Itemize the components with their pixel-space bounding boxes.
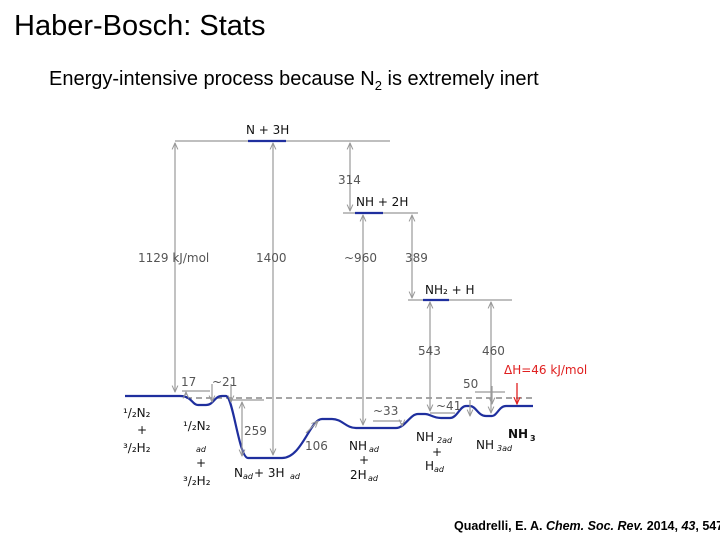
- species-three-half-h2-b: ³/₂H₂: [183, 474, 211, 488]
- citation-pages: 547.: [702, 519, 720, 533]
- subtitle-prefix: Energy-intensive process because N: [49, 68, 375, 90]
- species-nh2-h: NH₂ + H: [425, 283, 475, 297]
- page-title: Haber-Bosch: Stats: [14, 10, 266, 42]
- species-ad-sub-3: ad: [290, 472, 301, 481]
- label-21: ~21: [212, 375, 237, 389]
- species-ad-sub-2: ad: [243, 472, 254, 481]
- species-ad-sub-1: ad: [196, 445, 207, 454]
- species-ad-sub-6: ad: [434, 465, 445, 474]
- citation-volume: 43: [681, 519, 696, 533]
- label-33: ~33: [373, 404, 398, 418]
- species-nh3: NH: [508, 427, 528, 441]
- label-389: 389: [405, 251, 428, 265]
- species-plus-1: +: [137, 423, 147, 437]
- label-1129: 1129 kJ/mol: [138, 251, 209, 265]
- citation-year: 2014: [646, 519, 675, 533]
- species-three-half-h2: ³/₂H₂: [123, 441, 151, 455]
- subtitle-suffix: is extremely inert: [381, 68, 539, 90]
- species-nh-2h: NH + 2H: [356, 195, 408, 209]
- label-259: 259: [244, 424, 267, 438]
- species-h-ad: H: [425, 459, 434, 473]
- energy-arrows: [175, 143, 492, 456]
- label-314: 314: [338, 173, 361, 187]
- label-17: 17: [181, 375, 196, 389]
- species-plus-4: +: [432, 445, 442, 459]
- species-ad-sub-4: ad: [369, 445, 380, 454]
- label-41: ~41: [436, 399, 461, 413]
- citation-journal: Chem. Soc. Rev.: [545, 519, 644, 533]
- label-1400: 1400: [256, 251, 287, 265]
- label-50: 50: [463, 377, 478, 391]
- arrow-106: [305, 421, 318, 434]
- species-n-3h: N + 3H: [246, 123, 289, 137]
- species-nh2-ad-sub: 2ad: [437, 436, 453, 445]
- species-n-ad: N: [234, 466, 243, 480]
- species-half-n2-ad: ¹/₂N₂: [183, 419, 211, 433]
- label-960: ~960: [344, 251, 377, 265]
- citation: Quadrelli, E. A. Chem. Soc. Rev. 2014, 4…: [454, 519, 720, 533]
- subtitle: Energy-intensive process because N2 is e…: [49, 68, 539, 93]
- species-nh3-sub: 3: [530, 434, 536, 443]
- label-460: 460: [482, 344, 505, 358]
- subtitle-subscript: 2: [374, 78, 382, 93]
- energy-profile: [125, 139, 533, 460]
- species-nh-ad: NH: [349, 439, 367, 453]
- species-nh3-ad: NH: [476, 438, 494, 452]
- label-106: 106: [305, 439, 328, 453]
- species-plus-3: +: [359, 453, 369, 467]
- species-ad-sub-5: ad: [368, 474, 379, 483]
- delta-h-label: ΔH=46 kJ/mol: [504, 363, 587, 377]
- reaction-profile: [125, 394, 533, 460]
- species-2h: 2H: [350, 468, 367, 482]
- species-nh2-ad: NH: [416, 430, 434, 444]
- species-nh3-ad-sub: 3ad: [497, 444, 513, 453]
- label-543: 543: [418, 344, 441, 358]
- species-plus-2: +: [196, 456, 206, 470]
- species-half-n2: ¹/₂N₂: [123, 406, 151, 420]
- species-plus-3h: + 3H: [254, 466, 285, 480]
- citation-authors: Quadrelli, E. A.: [454, 519, 543, 533]
